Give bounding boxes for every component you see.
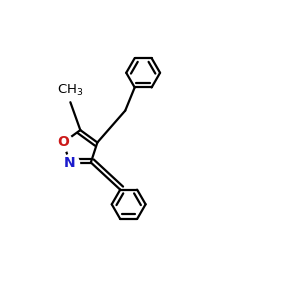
Text: N: N: [64, 155, 76, 170]
Text: CH$_3$: CH$_3$: [57, 83, 84, 98]
Text: O: O: [57, 136, 69, 149]
